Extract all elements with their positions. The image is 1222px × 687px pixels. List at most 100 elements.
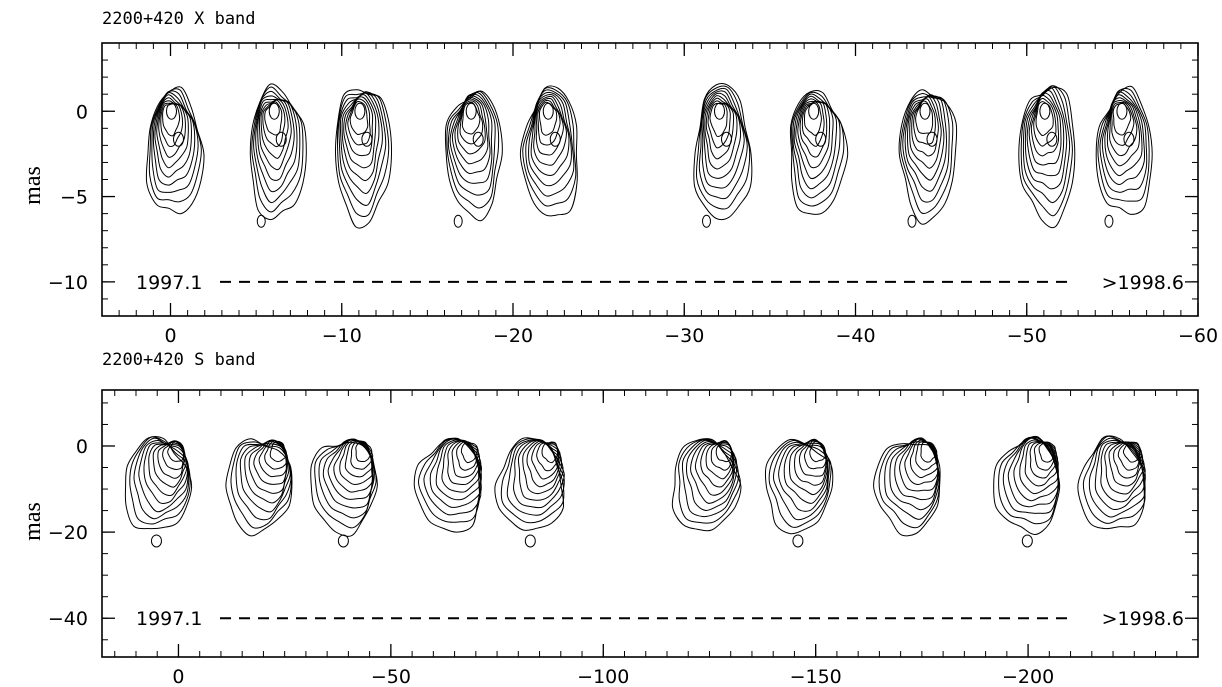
- contour-line: [1097, 87, 1150, 202]
- contour-line: [1111, 101, 1135, 146]
- contour-line: [230, 441, 292, 529]
- contour-line: [345, 96, 374, 157]
- contour-line: [457, 98, 486, 155]
- contour-line: [911, 96, 939, 157]
- contour-line: [454, 96, 489, 165]
- contour-knot: [1123, 131, 1135, 147]
- contour-line: [1095, 85, 1153, 215]
- x-tick-label: 0: [172, 666, 184, 687]
- contour-knot: [549, 131, 561, 147]
- contour-line: [526, 440, 561, 488]
- contour-line: [698, 87, 748, 200]
- contour-core: [1039, 102, 1051, 120]
- contour-core: [166, 102, 177, 120]
- contour-line: [704, 95, 738, 170]
- contour-map: [898, 89, 958, 228]
- contour-line: [248, 439, 289, 494]
- contour-line: [1088, 437, 1146, 518]
- contour-line: [694, 442, 735, 496]
- contour-line: [705, 97, 735, 160]
- panel-s-band: 0 −50 −100 −150 −200 0 −20 −40 1997.1 >1998.6: [48, 389, 1199, 687]
- contour-line: [336, 92, 390, 218]
- contour-line: [162, 440, 185, 471]
- contour-line: [1018, 86, 1076, 229]
- timeline-start-label: 1997.1: [136, 272, 202, 294]
- contour-line: [803, 439, 827, 470]
- contour-line: [809, 440, 827, 463]
- contour-line: [906, 94, 945, 181]
- x-tick-label: −100: [577, 666, 629, 687]
- x-tick-label: 0: [164, 325, 176, 347]
- contour-line: [909, 439, 939, 479]
- contour-line: [798, 439, 827, 477]
- contour-line: [447, 92, 496, 196]
- contour-line: [444, 90, 503, 222]
- contour-line: [338, 91, 387, 206]
- contour-line: [148, 442, 188, 496]
- contour-line: [460, 441, 478, 464]
- contour-line: [417, 437, 481, 523]
- contour-island: [792, 534, 804, 548]
- contour-island: [256, 214, 266, 228]
- contour-line: [525, 89, 575, 197]
- contour-line: [1106, 97, 1140, 167]
- contour-line: [446, 90, 500, 209]
- contour-line: [801, 100, 825, 147]
- contour-line: [355, 441, 373, 463]
- contour-line: [1024, 441, 1059, 487]
- contour-line: [239, 440, 291, 513]
- contour-knot: [173, 131, 184, 147]
- contour-line: [258, 439, 288, 478]
- contour-map: [249, 83, 307, 228]
- contour-line: [158, 100, 186, 158]
- panel-s-title: 2200+420 S band: [102, 350, 256, 370]
- panel-x-band: 0 −10 −20 −30 −40 −50 −60 0 −5 −10 1997.1 >1998.6: [48, 42, 1218, 347]
- contour-map: [444, 90, 503, 228]
- contour-line: [1109, 100, 1138, 157]
- contour-line: [701, 90, 745, 189]
- contour-line: [349, 100, 369, 136]
- x-tick-label: −30: [664, 325, 704, 347]
- contour-line: [536, 442, 559, 472]
- x-tick-label: −10: [322, 325, 362, 347]
- contour-line: [327, 438, 374, 500]
- contour-island: [702, 214, 711, 228]
- contour-map: [1095, 85, 1153, 228]
- contour-line: [799, 100, 828, 158]
- x-tick-label: −150: [790, 666, 842, 687]
- contour-line: [162, 103, 181, 137]
- contour-line: [1035, 101, 1054, 137]
- contour-line: [707, 100, 731, 149]
- contour-line: [522, 87, 577, 207]
- contour-line: [1013, 437, 1060, 502]
- contour-core: [919, 102, 931, 120]
- contour-line: [915, 440, 938, 471]
- contour-line: [686, 439, 738, 512]
- contour-line: [451, 94, 491, 175]
- contour-line: [318, 438, 375, 519]
- contour-line: [700, 441, 734, 488]
- x-tick-label: −50: [371, 666, 411, 687]
- x-tick-label: −40: [835, 325, 875, 347]
- contour-map: [693, 83, 753, 228]
- contour-core: [354, 102, 366, 120]
- contour-line: [517, 439, 564, 501]
- contour-line: [1007, 436, 1059, 508]
- contour-line: [145, 86, 205, 215]
- contour-line: [764, 438, 834, 535]
- contour-line: [1022, 85, 1071, 204]
- contour-line: [533, 95, 567, 166]
- contour-line: [152, 91, 196, 186]
- contour-core: [808, 102, 820, 120]
- contour-line: [1077, 435, 1145, 530]
- contour-line: [160, 102, 184, 147]
- contour-line: [530, 94, 570, 177]
- contour-line: [1029, 441, 1059, 479]
- contour-line: [451, 440, 481, 478]
- contour-line: [456, 440, 479, 471]
- contour-line: [1099, 89, 1148, 193]
- contour-island: [1104, 214, 1114, 228]
- contour-line: [1100, 441, 1146, 503]
- y-tick-label: 0: [76, 436, 88, 458]
